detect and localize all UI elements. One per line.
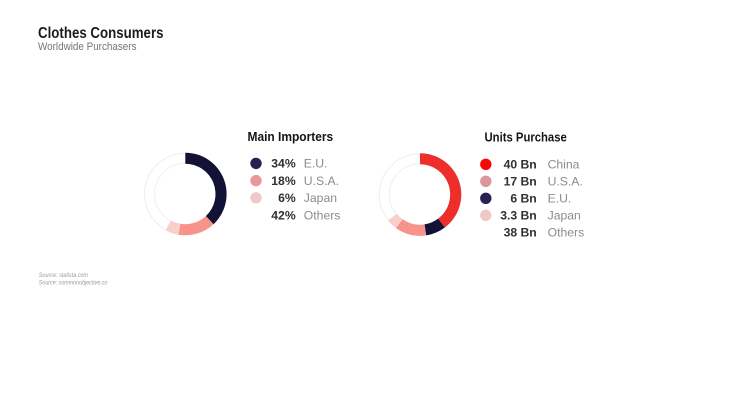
svg-text:Source: statista.com: Source: statista.com — [39, 272, 88, 279]
svg-text:40: 40 — [504, 158, 518, 172]
svg-text:Bn: Bn — [521, 175, 537, 189]
svg-text:E.U.: E.U. — [304, 157, 328, 171]
svg-text:Japan: Japan — [304, 191, 337, 205]
svg-text:38: 38 — [504, 226, 518, 240]
svg-text:34%: 34% — [271, 157, 296, 171]
svg-text:6%: 6% — [278, 191, 296, 205]
svg-text:Bn: Bn — [521, 192, 537, 206]
svg-text:Bn: Bn — [521, 158, 537, 172]
svg-text:6: 6 — [510, 192, 517, 206]
svg-text:17: 17 — [504, 175, 518, 189]
svg-text:Others: Others — [548, 226, 585, 240]
svg-text:Japan: Japan — [548, 209, 581, 223]
svg-text:U.S.A.: U.S.A. — [304, 174, 339, 188]
svg-text:E.U.: E.U. — [548, 192, 572, 206]
svg-text:China: China — [548, 158, 580, 172]
svg-text:Clothes Consumers: Clothes Consumers — [38, 25, 164, 42]
svg-text:18%: 18% — [271, 174, 296, 188]
svg-text:3.3: 3.3 — [500, 209, 517, 223]
svg-text:Main Importers: Main Importers — [248, 129, 334, 144]
svg-text:U.S.A.: U.S.A. — [548, 175, 583, 189]
svg-text:Units Purchase: Units Purchase — [485, 130, 567, 145]
svg-text:Bn: Bn — [521, 226, 537, 240]
svg-text:Others: Others — [304, 208, 341, 222]
svg-text:Bn: Bn — [521, 209, 537, 223]
svg-text:Worldwide Purchasers: Worldwide Purchasers — [38, 41, 137, 53]
svg-text:Source: commonobjective.co: Source: commonobjective.co — [39, 280, 108, 287]
svg-text:42%: 42% — [271, 208, 296, 222]
